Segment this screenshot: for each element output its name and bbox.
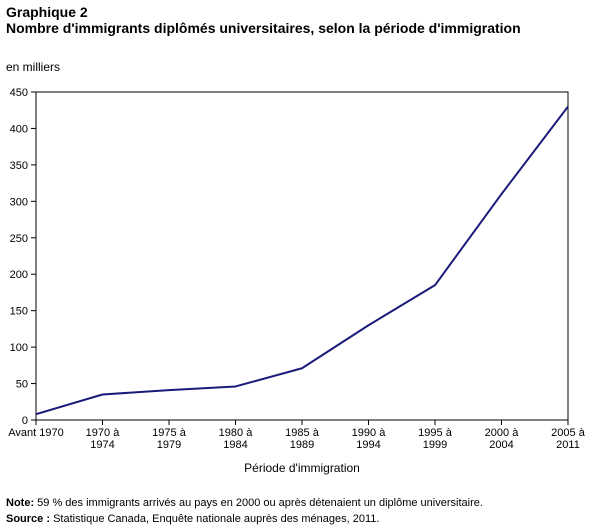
chart-notes: Note: 59 % des immigrants arrivés au pay… — [6, 495, 483, 527]
x-tick-label: 1975 à 1979 — [152, 427, 187, 451]
note-text: 59 % des immigrants arrivés au pays en 2… — [34, 497, 483, 509]
y-tick-label: 350 — [10, 160, 28, 172]
source-label: Source : — [6, 513, 51, 525]
y-unit-label: en milliers — [6, 60, 61, 74]
y-tick-label: 250 — [10, 233, 28, 245]
y-tick-label: 300 — [10, 196, 28, 208]
chart-title-line1: Graphique 2 — [6, 4, 88, 20]
x-tick-label: 1985 à 1989 — [285, 427, 320, 451]
chart-title: Graphique 2 Nombre d'immigrants diplômés… — [6, 4, 601, 36]
x-tick-label: 1980 à 1984 — [219, 427, 254, 451]
series-line — [35, 105, 569, 416]
x-tick-label: 2005 à 2011 — [551, 427, 586, 451]
source-text: Statistique Canada, Enquête nationale au… — [50, 513, 380, 525]
x-tick-label: 2000 à 2004 — [485, 427, 520, 451]
chart-title-line2: Nombre d'immigrants diplômés universitai… — [6, 20, 521, 36]
y-tick-label: 0 — [22, 415, 28, 427]
source-line: Source : Statistique Canada, Enquête nat… — [6, 511, 483, 527]
x-tick-label: 1970 à 1974 — [86, 427, 121, 451]
y-tick-label: 150 — [10, 306, 28, 318]
y-tick-label: 200 — [10, 269, 28, 281]
note-line: Note: 59 % des immigrants arrivés au pay… — [6, 495, 483, 511]
y-tick-label: 450 — [10, 87, 28, 99]
plot-area-frame — [35, 91, 569, 421]
x-tick-label: 1995 à 1999 — [418, 427, 453, 451]
x-tick-label: 1990 à 1994 — [352, 427, 387, 451]
note-label: Note: — [6, 497, 35, 509]
line-chart: 0 50 100 150 200 250 300 350 400 450 Avant 1970 197… — [8, 87, 586, 475]
x-tick-label: Avant 1970 — [8, 427, 63, 439]
y-tick-label: 50 — [16, 379, 28, 391]
x-axis-title: Période d'immigration — [244, 461, 360, 475]
y-tick-label: 100 — [10, 342, 28, 354]
y-tick-label: 400 — [10, 123, 28, 135]
